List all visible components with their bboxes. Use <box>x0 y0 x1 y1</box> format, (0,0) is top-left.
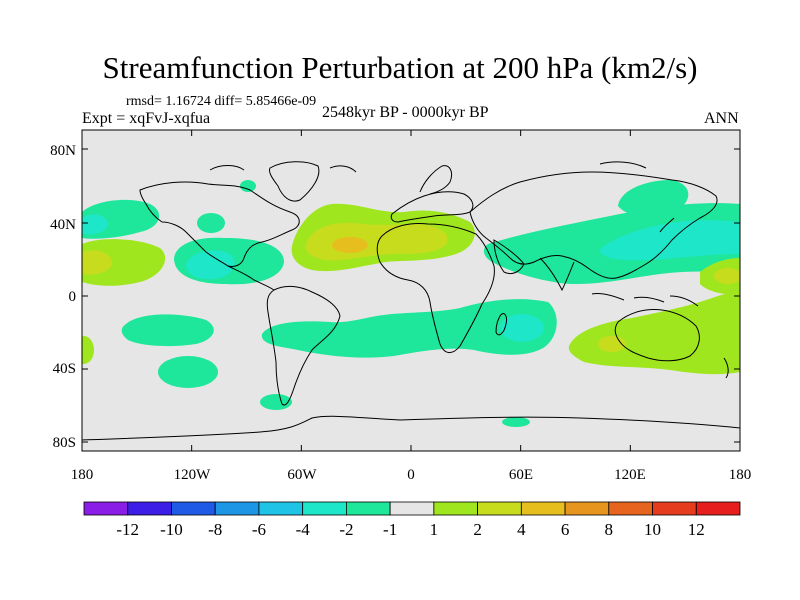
coast-greenland <box>269 161 320 202</box>
colorbar-swatch <box>433 501 479 516</box>
colorbar-label: -12 <box>116 520 139 539</box>
colorbar-swatch <box>83 501 129 516</box>
colorbar-swatch <box>695 501 741 516</box>
experiment-label: Expt = xqFvJ-xqfua <box>82 110 211 127</box>
lat-tick-80n: 80N <box>50 143 76 159</box>
lon-tick-120w: 120W <box>174 467 212 483</box>
colorbar-label: 1 <box>430 520 439 539</box>
coast-arctic-islands <box>209 161 647 173</box>
lon-axis-labels: 180 120W 60W 0 60E 120E 180 <box>71 467 752 483</box>
lon-tick-180e: 180 <box>729 467 752 483</box>
coast-africa <box>376 223 495 353</box>
coast-south-america <box>266 285 341 406</box>
colorbar-swatch <box>652 501 697 516</box>
lat-tick-80s: 80S <box>53 435 76 451</box>
contour-neg-camerica-core <box>186 250 235 280</box>
coast-scandinavia <box>419 165 453 195</box>
contour-neg-nasia <box>618 180 689 217</box>
contour-neg-sindian <box>502 417 530 427</box>
coast-australia <box>614 309 700 362</box>
coast-india <box>539 257 575 292</box>
season-label: ANN <box>704 110 739 127</box>
lat-axis-labels: 80N 40N 0 40S 80S <box>50 143 76 451</box>
coast-japan <box>659 217 675 233</box>
colorbar-label: 2 <box>473 520 482 539</box>
colorbar-swatch <box>520 501 566 516</box>
contour-pos-spac-west <box>82 336 94 364</box>
colorbar-swatch <box>477 501 522 516</box>
colorbar-label: -8 <box>208 520 222 539</box>
period-label: 2548kyr BP - 0000kyr BP <box>322 104 489 121</box>
colorbar: -12 -10 -8 -6 -4 -2 -1 1 2 4 6 8 10 12 <box>83 501 741 539</box>
contour-neg-south-band <box>261 299 557 358</box>
coast-north-america <box>139 181 300 267</box>
colorbar-swatch <box>564 501 610 516</box>
colorbar-label: 12 <box>688 520 705 539</box>
lat-tick-40n: 40N <box>50 217 76 233</box>
coast-indonesia <box>591 293 699 307</box>
contour-neg-spac-south <box>158 356 218 388</box>
contour-pos-atlantic-core <box>332 237 368 253</box>
contour-neg-schile <box>260 394 292 410</box>
contour-pos-wpac-core <box>714 268 740 284</box>
colorbar-swatch <box>171 501 216 516</box>
coast-new-zealand <box>723 357 729 379</box>
colorbar-label: -6 <box>252 520 266 539</box>
contour-neg-asia-core <box>600 220 740 261</box>
colorbar-label: 10 <box>644 520 661 539</box>
colorbar-label: 6 <box>561 520 570 539</box>
contour-field <box>82 180 740 427</box>
colorbar-label: 8 <box>605 520 614 539</box>
contour-pos-pac-west-core <box>82 250 112 275</box>
coast-antarctica <box>82 415 740 441</box>
colorbar-label: -2 <box>339 520 353 539</box>
lon-tick-60e: 60E <box>509 467 533 483</box>
lon-tick-180w: 180 <box>71 467 94 483</box>
coast-arabia <box>493 239 525 275</box>
coast-madagascar <box>495 313 507 336</box>
coastlines <box>82 161 740 441</box>
coast-central-america <box>227 265 275 291</box>
lat-tick-40s: 40S <box>53 361 76 377</box>
rmsd-diff-stats: rmsd= 1.16724 diff= 5.85466e-09 <box>126 94 317 109</box>
colorbar-swatch <box>345 501 391 516</box>
plot-title: Streamfunction Perturbation at 200 hPa (… <box>102 50 698 85</box>
contour-neg-south-core <box>500 314 544 342</box>
lon-tick-0: 0 <box>407 467 415 483</box>
lat-tick-eq: 0 <box>69 289 77 305</box>
colorbar-swatch <box>258 501 304 516</box>
coast-asia <box>469 171 718 279</box>
colorbar-swatch <box>302 501 347 516</box>
contour-neg-npac-west-core <box>82 214 109 235</box>
lon-tick-60w: 60W <box>287 467 317 483</box>
colorbar-swatch <box>214 501 260 516</box>
colorbar-label: -10 <box>160 520 183 539</box>
axis-ticks <box>81 130 741 451</box>
contour-neg-greenland <box>240 180 256 192</box>
colorbar-label: -4 <box>296 520 311 539</box>
colorbar-label: 4 <box>517 520 526 539</box>
colorbar-swatch <box>608 501 653 516</box>
colorbar-swatch <box>389 501 435 516</box>
contour-pos-pac-west <box>82 239 166 286</box>
lon-tick-120e: 120E <box>614 467 646 483</box>
contour-pos-australia <box>568 292 740 375</box>
colorbar-label: -1 <box>383 520 397 539</box>
colorbar-swatch <box>127 501 172 516</box>
contour-neg-spac <box>121 314 214 347</box>
contour-neg-nam-small <box>197 213 225 233</box>
map-background <box>82 130 740 451</box>
